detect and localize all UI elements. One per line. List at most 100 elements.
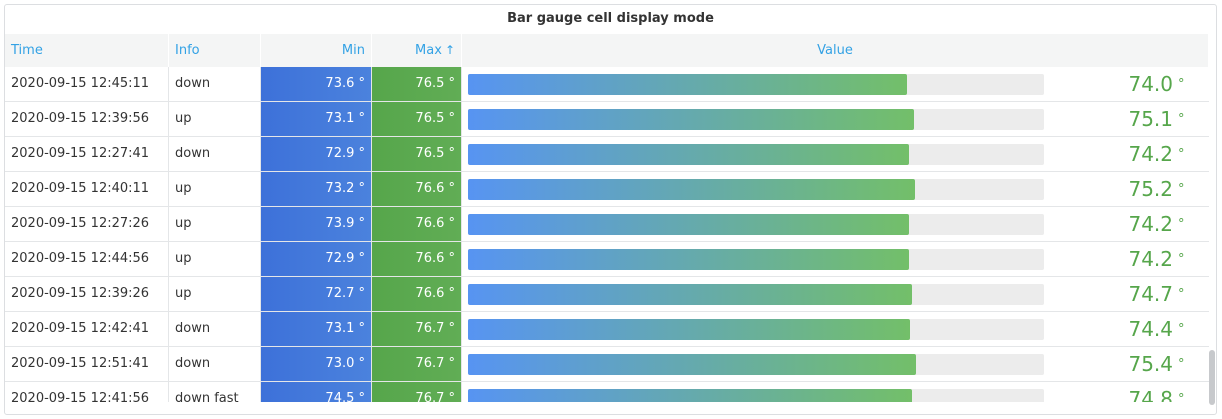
gauge-track xyxy=(468,284,1044,305)
max-cell: 76.5 ° xyxy=(372,102,462,136)
info-cell: up xyxy=(169,207,261,241)
column-header[interactable]: Value xyxy=(462,34,1209,67)
gauge-bar xyxy=(468,144,909,165)
gauge-track xyxy=(468,319,1044,340)
gauge-value: 74.7 xyxy=(1128,282,1173,306)
max-cell: 76.7 ° xyxy=(372,382,462,402)
gauge-bar xyxy=(468,109,914,130)
gauge-unit: ° xyxy=(1178,252,1185,267)
gauge-value: 74.0 xyxy=(1128,72,1173,96)
gauge-track xyxy=(468,214,1044,235)
panel-title: Bar gauge cell display mode xyxy=(507,11,714,26)
min-cell: 73.1 ° xyxy=(261,312,372,346)
table-row: 2020-09-15 12:51:41 down 73.0 ° 76.7 ° 75.4 ° xyxy=(5,347,1209,382)
table-row: 2020-09-15 12:41:56 down fast 74.5 ° 76.7 °… xyxy=(5,382,1209,402)
gauge-unit: ° xyxy=(1178,357,1185,372)
min-cell: 72.7 ° xyxy=(261,277,372,311)
max-cell: 76.7 ° xyxy=(372,312,462,346)
gauge-bar xyxy=(468,179,915,200)
gauge-bar xyxy=(468,249,909,270)
max-cell: 76.7 ° xyxy=(372,347,462,381)
gauge-bar xyxy=(468,214,909,235)
scrollbar[interactable] xyxy=(1209,350,1215,405)
sort-arrow: ↑ xyxy=(444,43,455,57)
gauge-value: 75.4 xyxy=(1128,352,1173,376)
table-body: 2020-09-15 12:45:11 down 73.6 ° 76.5 ° 74.0 °… xyxy=(5,67,1209,402)
gauge-track xyxy=(468,74,1044,95)
max-cell: 76.6 ° xyxy=(372,172,462,206)
min-cell: 73.1 ° xyxy=(261,102,372,136)
min-cell: 72.9 ° xyxy=(261,137,372,171)
time-cell: 2020-09-15 12:39:26 xyxy=(5,277,169,311)
info-cell: down xyxy=(169,137,261,171)
table-row: 2020-09-15 12:45:11 down 73.6 ° 76.5 ° 74.0 ° xyxy=(5,67,1209,102)
table-row: 2020-09-15 12:27:26 up 73.9 ° 76.6 ° 74.2 ° xyxy=(5,207,1209,242)
gauge-unit: ° xyxy=(1178,217,1185,232)
time-cell: 2020-09-15 12:51:41 xyxy=(5,347,169,381)
time-cell: 2020-09-15 12:39:56 xyxy=(5,102,169,136)
column-header[interactable]: Min xyxy=(261,34,372,67)
min-cell: 73.0 ° xyxy=(261,347,372,381)
gauge-unit: ° xyxy=(1178,147,1185,162)
time-cell: 2020-09-15 12:41:56 xyxy=(5,382,169,402)
info-cell: up xyxy=(169,277,261,311)
gauge-value: 75.2 xyxy=(1128,177,1173,201)
gauge-value: 74.2 xyxy=(1128,142,1173,166)
gauge-unit: ° xyxy=(1178,77,1185,92)
min-cell: 72.9 ° xyxy=(261,242,372,276)
column-header[interactable]: Time xyxy=(5,34,169,67)
table-header: Time Info Min Max ↑ Value xyxy=(5,34,1209,67)
info-cell: up xyxy=(169,102,261,136)
panel: Bar gauge cell display mode Time Info Min M… xyxy=(4,4,1217,415)
time-cell: 2020-09-15 12:44:56 xyxy=(5,242,169,276)
info-cell: down xyxy=(169,312,261,346)
min-cell: 73.6 ° xyxy=(261,67,372,101)
time-cell: 2020-09-15 12:27:41 xyxy=(5,137,169,171)
gauge-value: 74.8 xyxy=(1128,387,1173,402)
min-cell: 73.9 ° xyxy=(261,207,372,241)
gauge-unit: ° xyxy=(1178,322,1185,337)
table-row: 2020-09-15 12:44:56 up 72.9 ° 76.6 ° 74.2 ° xyxy=(5,242,1209,277)
gauge-bar xyxy=(468,284,912,305)
table-row: 2020-09-15 12:39:56 up 73.1 ° 76.5 ° 75.1 ° xyxy=(5,102,1209,137)
gauge-value: 74.4 xyxy=(1128,317,1173,341)
gauge-track xyxy=(468,249,1044,270)
info-cell: down xyxy=(169,347,261,381)
min-cell: 73.2 ° xyxy=(261,172,372,206)
max-cell: 76.6 ° xyxy=(372,277,462,311)
gauge-value: 74.2 xyxy=(1128,247,1173,271)
table-row: 2020-09-15 12:42:41 down 73.1 ° 76.7 ° 74.4 ° xyxy=(5,312,1209,347)
gauge-unit: ° xyxy=(1178,287,1185,302)
info-cell: down fast xyxy=(169,382,261,402)
info-cell: up xyxy=(169,172,261,206)
column-header[interactable]: Info xyxy=(169,34,261,67)
time-cell: 2020-09-15 12:45:11 xyxy=(5,67,169,101)
time-cell: 2020-09-15 12:42:41 xyxy=(5,312,169,346)
table-row: 2020-09-15 12:40:11 up 73.2 ° 76.6 ° 75.2 ° xyxy=(5,172,1209,207)
column-header[interactable]: Max ↑ xyxy=(372,34,462,67)
gauge-bar xyxy=(468,354,916,375)
max-cell: 76.5 ° xyxy=(372,137,462,171)
max-cell: 76.6 ° xyxy=(372,207,462,241)
gauge-unit: ° xyxy=(1178,392,1185,402)
gauge-track xyxy=(468,179,1044,200)
max-cell: 76.5 ° xyxy=(372,67,462,101)
gauge-value: 74.2 xyxy=(1128,212,1173,236)
table-row: 2020-09-15 12:39:26 up 72.7 ° 76.6 ° 74.7 ° xyxy=(5,277,1209,312)
gauge-track xyxy=(468,354,1044,375)
max-cell: 76.6 ° xyxy=(372,242,462,276)
gauge-bar xyxy=(468,74,908,95)
gauge-track xyxy=(468,144,1044,165)
gauge-track xyxy=(468,109,1044,130)
gauge-unit: ° xyxy=(1178,182,1185,197)
gauge-bar xyxy=(468,389,913,402)
time-cell: 2020-09-15 12:27:26 xyxy=(5,207,169,241)
gauge-unit: ° xyxy=(1178,112,1185,127)
info-cell: up xyxy=(169,242,261,276)
min-cell: 74.5 ° xyxy=(261,382,372,402)
table-row: 2020-09-15 12:27:41 down 72.9 ° 76.5 ° 74.2 ° xyxy=(5,137,1209,172)
gauge-bar xyxy=(468,319,910,340)
info-cell: down xyxy=(169,67,261,101)
time-cell: 2020-09-15 12:40:11 xyxy=(5,172,169,206)
